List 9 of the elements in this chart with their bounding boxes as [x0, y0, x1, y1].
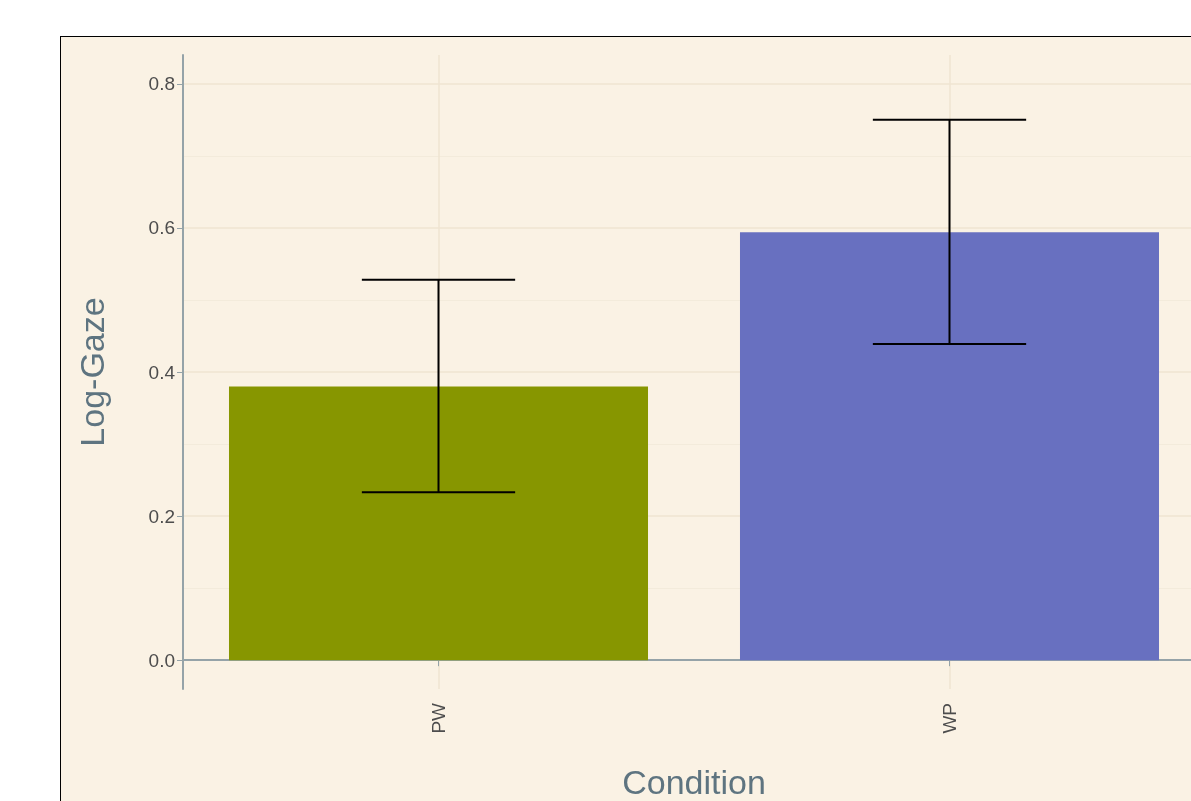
x-tick-label: PW [428, 702, 449, 734]
y-tick-label: 0.0 [148, 649, 175, 671]
y-tick-label: 0.4 [148, 361, 176, 383]
y-tick-label: 0.6 [148, 217, 175, 239]
x-tick-label: WP [939, 703, 960, 734]
x-axis-title: Condition [622, 763, 766, 801]
y-tick-label: 0.8 [148, 73, 175, 95]
y-tick-label: 0.2 [148, 505, 175, 527]
y-axis-title: Log-Gaze [73, 297, 111, 447]
